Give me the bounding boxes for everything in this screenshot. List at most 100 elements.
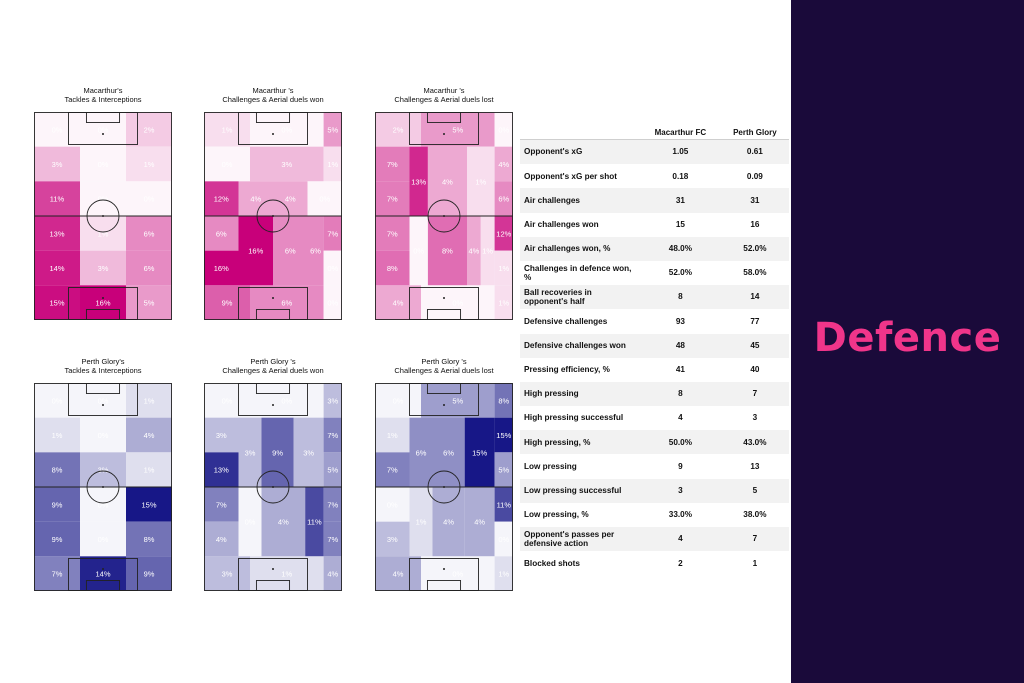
perth-value: 31 <box>720 188 789 213</box>
pitch-spot <box>443 568 445 570</box>
heatmap-cell <box>80 556 126 591</box>
heatmap-cell <box>204 285 250 320</box>
heatmap-cell-label: 15% <box>49 299 64 308</box>
heatmap-cell-label: 16% <box>248 247 263 256</box>
heatmap-cell <box>323 417 342 453</box>
heatmap-cell <box>34 250 80 286</box>
table-row: Low pressing successful 3 5 <box>520 478 789 503</box>
pitch-spot <box>102 486 104 488</box>
heatmap-cell <box>480 216 495 286</box>
heatmap-cell <box>80 285 126 320</box>
pitch-spot <box>102 133 104 135</box>
heatmap-cell-label: 3% <box>303 448 314 457</box>
heatmap-cell <box>126 417 172 453</box>
heatmap-cell-label: 7% <box>387 160 398 169</box>
heatmap-cell <box>421 112 495 147</box>
heatmap-cell <box>126 216 172 251</box>
heatmap-cell <box>494 417 513 453</box>
heatmap-cell <box>80 383 126 418</box>
table-row: Defensive challenges 93 77 <box>520 309 789 333</box>
perth-value: 0.61 <box>720 139 789 165</box>
pitch-spot <box>443 404 445 406</box>
stat-label: Air challenges won, % <box>520 236 640 261</box>
macarthur-value: 3 <box>640 478 721 503</box>
pitch-spot <box>443 133 445 135</box>
heatmap-cell-label: 0% <box>327 299 338 308</box>
heatmap-cell-label: 8% <box>498 396 509 405</box>
pitch-spot <box>272 133 274 135</box>
pitch-spot <box>272 215 274 217</box>
stat-label: Blocked shots <box>524 558 580 568</box>
heatmap-cell <box>375 556 421 591</box>
heatmap-cell <box>204 521 239 557</box>
heatmap-cell <box>126 112 172 147</box>
pitch-spot <box>102 297 104 299</box>
macarthur-value: 0.18 <box>672 171 689 181</box>
heatmap-cell-label: 4% <box>250 195 261 204</box>
heatmap-cell-label: 5% <box>452 396 463 405</box>
table-row: Opponent's xG 1.05 0.61 <box>520 139 789 165</box>
pitch-spot <box>272 297 274 299</box>
heatmap-cell-label: 1% <box>498 299 509 308</box>
heatmap-cell <box>323 556 342 591</box>
stat-label: High pressing successful <box>524 413 624 423</box>
heatmap-title: Macarthur 's Challenges & Aerial duels wo… <box>222 86 324 104</box>
stat-label: Low pressing successful <box>520 478 640 503</box>
heatmap-cell <box>250 146 324 182</box>
heatmap-cell-label: 3% <box>327 396 338 405</box>
heatmap-cell-label: 7% <box>387 466 398 475</box>
heatmap-cell-label: 1% <box>52 431 63 440</box>
sidebar-panel: Defence <box>791 0 1024 683</box>
stat-label: Opponent's passes per defensive action <box>520 527 640 552</box>
pitch-lines <box>204 112 342 320</box>
heatmap-cell <box>494 250 513 286</box>
heatmap-cell <box>494 521 513 557</box>
heatmap-cell-label: 11% <box>50 195 65 204</box>
heatmap-cell <box>323 285 342 320</box>
heatmap-cell <box>375 383 421 418</box>
heatmap-cell-label: 8% <box>52 466 63 475</box>
heatmap-cell <box>238 181 273 216</box>
heatmap-cell <box>204 452 239 487</box>
heatmap-title: Perth Glory 's Challenges & Aerial duels … <box>222 357 324 375</box>
heatmap-cell <box>126 487 172 522</box>
heatmap-cell <box>293 417 324 487</box>
heatmap-cell <box>80 417 126 453</box>
macarthur-value: 48 <box>640 333 721 358</box>
perth-value: 5 <box>720 478 789 503</box>
table-row: Challenges in defence won, % 52.0% 58.0% <box>520 261 789 285</box>
heatmap-cell-label: 1% <box>416 518 427 527</box>
pitch-lines <box>34 112 172 320</box>
macarthur-value: 48.0% <box>640 236 721 261</box>
defence-stats-table: Macarthur FC Perth Glory Opponent's xG 1.… <box>520 126 789 575</box>
heatmap-cell-label: 2% <box>393 125 404 134</box>
heatmap-cell-label: 4% <box>327 570 338 579</box>
heatmap-cell-label: 0% <box>98 160 109 169</box>
heatmap-cell-label: 9% <box>222 299 233 308</box>
heatmap-cell-label: 7% <box>387 229 398 238</box>
heatmap-cell <box>375 417 410 453</box>
pitch-heatmap: 1% 0% 5% 0% 3% 1% 12% 4% 4% 0% 6% 16% 6% 6% 7% 16% 0% 9% 6… <box>204 112 342 320</box>
table-row: Opponent's passes per defensive action 4 7 <box>520 527 789 552</box>
macarthur-value: 9 <box>678 461 683 471</box>
heatmap-cell-label: 1% <box>327 160 338 169</box>
heatmap-cell <box>126 285 172 320</box>
macarthur-value: 8 <box>640 285 721 310</box>
pitch-spot <box>443 215 445 217</box>
heatmap-cell <box>409 216 428 286</box>
heatmap-cell <box>34 146 80 182</box>
macarthur-value: 8 <box>640 381 721 407</box>
heatmap-cell <box>126 250 172 286</box>
heatmap-cell <box>494 452 513 487</box>
heatmap-cell-label: 0% <box>413 247 424 256</box>
pitch-heatmap: 0% 0% 1% 1% 0% 4% 8% 3% 1% 9% 0% 15% 9% 0% 8% 7% 14% 9% <box>34 383 172 591</box>
stat-label: High pressing, % <box>520 430 640 455</box>
macarthur-value: 52.0% <box>668 268 692 278</box>
heatmap-cell <box>409 417 433 487</box>
perth-value: 3 <box>752 413 758 423</box>
table-row: Pressing efficiency, % 41 40 <box>520 358 789 382</box>
table-row: Defensive challenges won 48 45 <box>520 333 789 358</box>
heatmap-cell <box>34 452 80 487</box>
pitch-heatmap: 0% 0% 3% 3% 3% 9% 3% 7% 13% 5% 7% 0% 4% 11% 7% 4% 7% 3% 1%… <box>204 383 342 591</box>
heatmap-cell <box>305 487 324 557</box>
